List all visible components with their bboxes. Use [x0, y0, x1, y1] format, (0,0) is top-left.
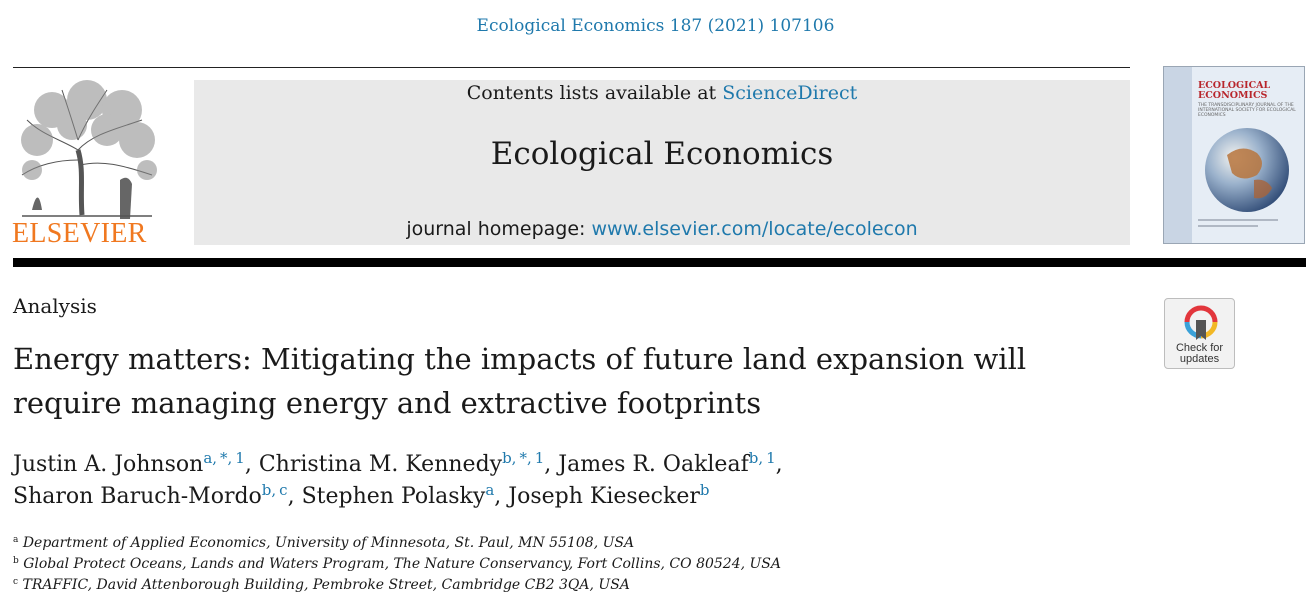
elsevier-tree-logo: [21, 80, 157, 219]
author-affiliation-marks[interactable]: b, c: [261, 481, 288, 499]
affiliation-item: a Department of Applied Economics, Unive…: [13, 535, 635, 551]
title-line-2: require managing energy and extractive f…: [13, 386, 762, 420]
affiliation-mark: a: [13, 535, 19, 545]
author-name: Joseph Kiesecker: [508, 484, 700, 509]
elsevier-wordmark: ELSEVIER: [12, 218, 147, 249]
article-section: Analysis: [13, 294, 97, 318]
check-for-updates-badge[interactable]: Check for updates: [1164, 298, 1235, 369]
homepage-line: journal homepage: www.elsevier.com/locat…: [194, 218, 1130, 240]
cover-title: ECOLOGICAL ECONOMICS: [1198, 80, 1271, 101]
homepage-link[interactable]: www.elsevier.com/locate/ecolecon: [591, 218, 918, 240]
cover-subtitle: THE TRANSDISCIPLINARY JOURNAL OF THE INT…: [1198, 103, 1296, 118]
sciencedirect-link[interactable]: ScienceDirect: [722, 82, 858, 104]
header-thick-rule: [13, 258, 1306, 267]
author-name: Sharon Baruch-Mordo: [13, 484, 262, 509]
author-affiliation-marks[interactable]: a: [485, 481, 495, 499]
author-affiliation-marks[interactable]: a, *, 1: [203, 449, 245, 467]
journal-citation[interactable]: Ecological Economics 187 (2021) 107106: [476, 16, 835, 36]
author-line-2: Sharon Baruch-Mordob, c, Stephen Polasky…: [13, 481, 710, 510]
author-name: Justin A. Johnson: [13, 452, 204, 477]
affiliation-item: c TRAFFIC, David Attenborough Building, …: [13, 577, 630, 593]
author-line-1: Justin A. Johnsona, *, 1, Christina M. K…: [13, 449, 783, 478]
author-affiliation-marks[interactable]: b, *, 1: [502, 449, 545, 467]
author-affiliation-marks[interactable]: b: [699, 481, 710, 499]
journal-cover[interactable]: ECOLOGICAL ECONOMICS THE TRANSDISCIPLINAR…: [1163, 66, 1305, 244]
badge-label: Check for updates: [1175, 342, 1224, 365]
author-name: Christina M. Kennedy: [258, 452, 503, 477]
affiliations: a Department of Applied Economics, Unive…: [13, 533, 1113, 596]
affiliation-mark: c: [13, 577, 19, 587]
author-affiliation-marks[interactable]: b, 1: [748, 449, 776, 467]
title-line-1: Energy matters: Mitigating the impacts o…: [13, 342, 1027, 376]
affiliation-item: b Global Protect Oceans, Lands and Water…: [13, 556, 782, 572]
author-name: Stephen Polasky: [301, 484, 486, 509]
crossmark-icon: [1184, 305, 1218, 340]
contents-line: Contents lists available at ScienceDirec…: [194, 82, 1130, 104]
article-title: Energy matters: Mitigating the impacts o…: [13, 337, 1113, 425]
globe-icon: [1205, 128, 1289, 212]
contents-prefix: Contents lists available at: [466, 82, 717, 104]
header-divider: [13, 67, 1130, 68]
author-name: James R. Oakleaf: [558, 452, 749, 477]
affiliation-mark: b: [13, 556, 19, 566]
journal-title: Ecological Economics: [490, 136, 834, 172]
journal-banner: Contents lists available at ScienceDirec…: [194, 80, 1130, 245]
homepage-prefix: journal homepage:: [406, 218, 586, 240]
author-list: Justin A. Johnsona, *, 1, Christina M. K…: [13, 449, 1113, 513]
